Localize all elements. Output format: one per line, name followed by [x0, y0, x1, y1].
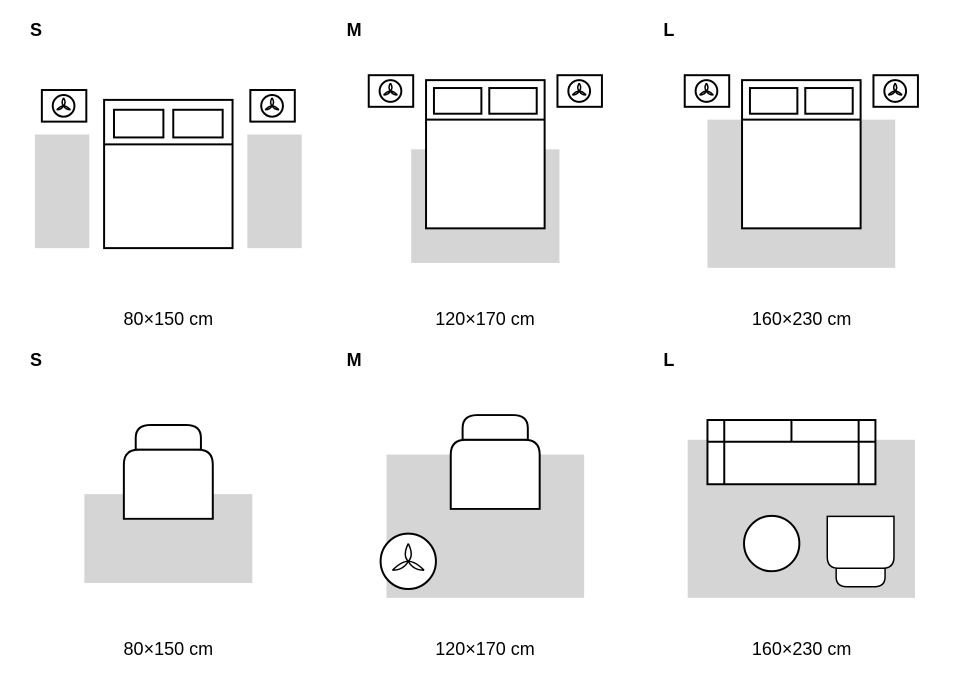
- caption: 120×170 cm: [347, 309, 624, 330]
- scene-bedroom-m: [347, 49, 624, 299]
- scene-bedroom-s: [30, 49, 307, 299]
- size-label: M: [347, 20, 624, 41]
- size-label: S: [30, 350, 307, 371]
- caption: 160×230 cm: [663, 309, 940, 330]
- rug-size-guide-grid: S: [30, 20, 940, 660]
- cell-living-l: L 160×230 cm: [663, 350, 940, 660]
- scene-bedroom-l: [663, 49, 940, 299]
- size-label: M: [347, 350, 624, 371]
- caption: 120×170 cm: [347, 639, 624, 660]
- cell-bedroom-m: M: [347, 20, 624, 330]
- cell-living-s: S 80×150 cm: [30, 350, 307, 660]
- scene-living-l: [663, 379, 940, 629]
- size-label: L: [663, 350, 940, 371]
- scene-living-s: [30, 379, 307, 629]
- cell-living-m: M 120×170 cm: [347, 350, 624, 660]
- caption: 80×150 cm: [30, 639, 307, 660]
- caption: 160×230 cm: [663, 639, 940, 660]
- cell-bedroom-l: L 160×230 c: [663, 20, 940, 330]
- size-label: S: [30, 20, 307, 41]
- caption: 80×150 cm: [30, 309, 307, 330]
- scene-living-m: [347, 379, 624, 629]
- cell-bedroom-s: S: [30, 20, 307, 330]
- size-label: L: [663, 20, 940, 41]
